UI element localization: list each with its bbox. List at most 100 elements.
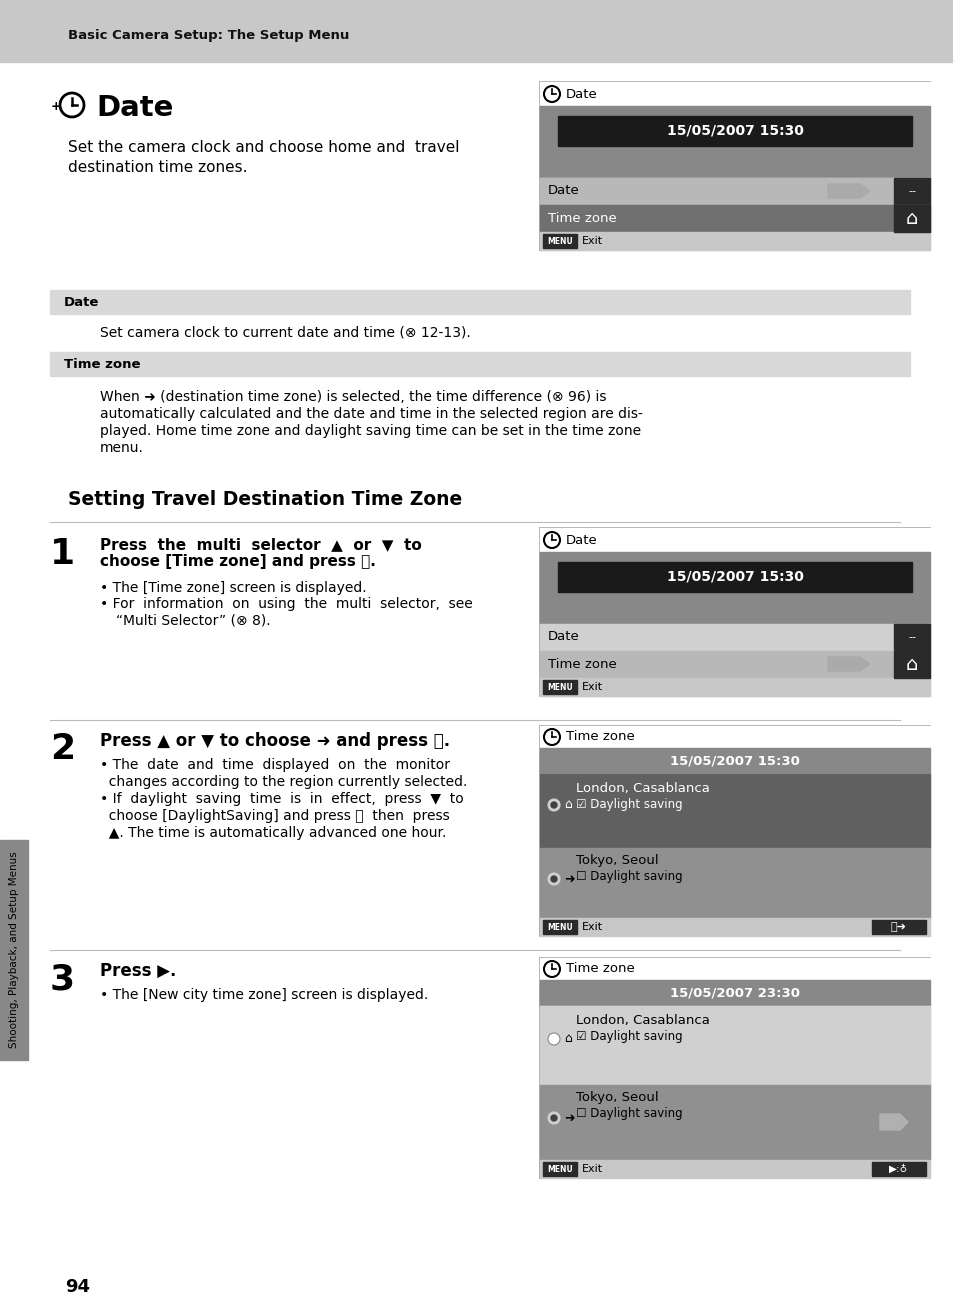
Bar xyxy=(539,624,929,696)
Polygon shape xyxy=(827,184,869,198)
Text: Press  the  multi  selector  ▲  or  ▼  to: Press the multi selector ▲ or ▼ to xyxy=(100,537,421,552)
Bar xyxy=(539,1085,929,1160)
Text: MENU: MENU xyxy=(547,922,572,932)
Text: ⌂: ⌂ xyxy=(563,1033,571,1046)
Bar xyxy=(539,727,929,748)
Text: 15/05/2007 15:30: 15/05/2007 15:30 xyxy=(669,754,800,767)
Circle shape xyxy=(547,1112,559,1123)
Bar xyxy=(50,290,909,314)
Text: • The [Time zone] screen is displayed.: • The [Time zone] screen is displayed. xyxy=(100,581,366,595)
Text: Exit: Exit xyxy=(581,682,602,692)
Bar xyxy=(539,748,929,774)
Bar xyxy=(539,528,929,696)
Circle shape xyxy=(547,1033,559,1045)
Text: ☑ Daylight saving: ☑ Daylight saving xyxy=(576,1030,682,1043)
Text: ⌂: ⌂ xyxy=(904,654,917,674)
Bar xyxy=(893,205,929,233)
Bar xyxy=(539,552,929,624)
Circle shape xyxy=(551,1116,557,1121)
Text: ➜: ➜ xyxy=(563,872,574,886)
Bar xyxy=(539,177,929,250)
Bar xyxy=(539,774,929,918)
Text: Time zone: Time zone xyxy=(565,731,634,744)
Bar xyxy=(0,0,953,62)
Text: Time zone: Time zone xyxy=(565,962,634,975)
Text: Set the camera clock and choose home and  travel: Set the camera clock and choose home and… xyxy=(68,141,459,155)
Bar xyxy=(539,528,929,552)
Text: played. Home time zone and daylight saving time can be set in the time zone: played. Home time zone and daylight savi… xyxy=(100,424,640,438)
Text: +: + xyxy=(51,100,61,113)
Circle shape xyxy=(551,876,557,882)
Polygon shape xyxy=(879,1114,907,1130)
Text: 2: 2 xyxy=(50,732,75,766)
Bar xyxy=(558,562,911,593)
Text: Press ▶.: Press ▶. xyxy=(100,962,176,980)
Bar xyxy=(539,958,929,980)
Bar xyxy=(542,681,577,694)
Text: choose [DaylightSaving] and press ⒪  then  press: choose [DaylightSaving] and press ⒪ then… xyxy=(100,809,449,823)
Text: ⌂: ⌂ xyxy=(563,799,571,812)
Bar xyxy=(539,727,929,936)
Polygon shape xyxy=(827,657,869,671)
Bar xyxy=(539,1160,929,1177)
Bar xyxy=(542,1162,577,1176)
Text: Exit: Exit xyxy=(581,237,602,246)
Text: • If  daylight  saving  time  is  in  effect,  press  ▼  to: • If daylight saving time is in effect, … xyxy=(100,792,463,805)
Bar xyxy=(539,106,929,177)
Text: ☑ Daylight saving: ☑ Daylight saving xyxy=(576,798,682,811)
Text: London, Casablanca: London, Casablanca xyxy=(576,782,709,795)
Text: Time zone: Time zone xyxy=(64,357,140,371)
Text: ☐ Daylight saving: ☐ Daylight saving xyxy=(576,870,682,883)
Text: • The  date  and  time  displayed  on  the  monitor: • The date and time displayed on the mon… xyxy=(100,758,450,773)
Bar xyxy=(871,920,925,934)
Text: “Multi Selector” (⊗ 8).: “Multi Selector” (⊗ 8). xyxy=(116,614,271,627)
Text: Tokyo, Seoul: Tokyo, Seoul xyxy=(576,1091,658,1104)
Circle shape xyxy=(547,799,559,811)
Bar xyxy=(893,650,929,678)
Text: Tokyo, Seoul: Tokyo, Seoul xyxy=(576,854,658,867)
Bar xyxy=(539,678,929,696)
Text: ☐ Daylight saving: ☐ Daylight saving xyxy=(576,1106,682,1120)
Text: choose [Time zone] and press ⒪.: choose [Time zone] and press ⒪. xyxy=(100,555,375,569)
Text: Date: Date xyxy=(565,533,598,547)
Text: Setting Travel Destination Time Zone: Setting Travel Destination Time Zone xyxy=(68,490,462,509)
Text: ⒪➜: ⒪➜ xyxy=(890,922,906,932)
Bar xyxy=(539,177,893,205)
Bar xyxy=(558,116,911,146)
Text: ▲. The time is automatically advanced one hour.: ▲. The time is automatically advanced on… xyxy=(100,827,446,840)
Text: Date: Date xyxy=(64,296,99,309)
Text: destination time zones.: destination time zones. xyxy=(68,160,247,175)
Text: 1: 1 xyxy=(50,537,75,572)
Text: Shooting, Playback, and Setup Menus: Shooting, Playback, and Setup Menus xyxy=(9,851,19,1049)
Bar xyxy=(539,848,929,918)
Text: ▶:♁: ▶:♁ xyxy=(888,1164,907,1173)
Circle shape xyxy=(551,802,557,808)
Text: Time zone: Time zone xyxy=(547,657,616,670)
Text: changes according to the region currently selected.: changes according to the region currentl… xyxy=(100,775,467,788)
Text: Date: Date xyxy=(547,184,579,197)
Text: • For  information  on  using  the  multi  selector,  see: • For information on using the multi sel… xyxy=(100,597,473,611)
Text: 15/05/2007 15:30: 15/05/2007 15:30 xyxy=(666,570,802,583)
Text: automatically calculated and the date and time in the selected region are dis-: automatically calculated and the date an… xyxy=(100,407,642,420)
Bar xyxy=(539,81,929,250)
Bar xyxy=(539,1007,929,1085)
Text: MENU: MENU xyxy=(547,682,572,691)
Bar xyxy=(539,918,929,936)
Text: Date: Date xyxy=(547,631,579,644)
Text: ➜: ➜ xyxy=(563,1112,574,1125)
Text: Press ▲ or ▼ to choose ➜ and press ⒪.: Press ▲ or ▼ to choose ➜ and press ⒪. xyxy=(100,732,450,750)
Text: Basic Camera Setup: The Setup Menu: Basic Camera Setup: The Setup Menu xyxy=(68,29,349,42)
Text: London, Casablanca: London, Casablanca xyxy=(576,1014,709,1028)
Text: Date: Date xyxy=(565,88,598,100)
Bar xyxy=(539,233,929,250)
Text: Date: Date xyxy=(96,95,173,122)
Bar xyxy=(893,177,929,205)
Bar xyxy=(539,205,929,233)
Text: Exit: Exit xyxy=(581,1164,602,1173)
Text: ⌂: ⌂ xyxy=(904,209,917,227)
Bar xyxy=(871,1162,925,1176)
Text: Exit: Exit xyxy=(581,922,602,932)
Text: Set camera clock to current date and time (⊗ 12-13).: Set camera clock to current date and tim… xyxy=(100,326,470,340)
Bar xyxy=(539,980,929,1007)
Bar xyxy=(539,774,929,848)
